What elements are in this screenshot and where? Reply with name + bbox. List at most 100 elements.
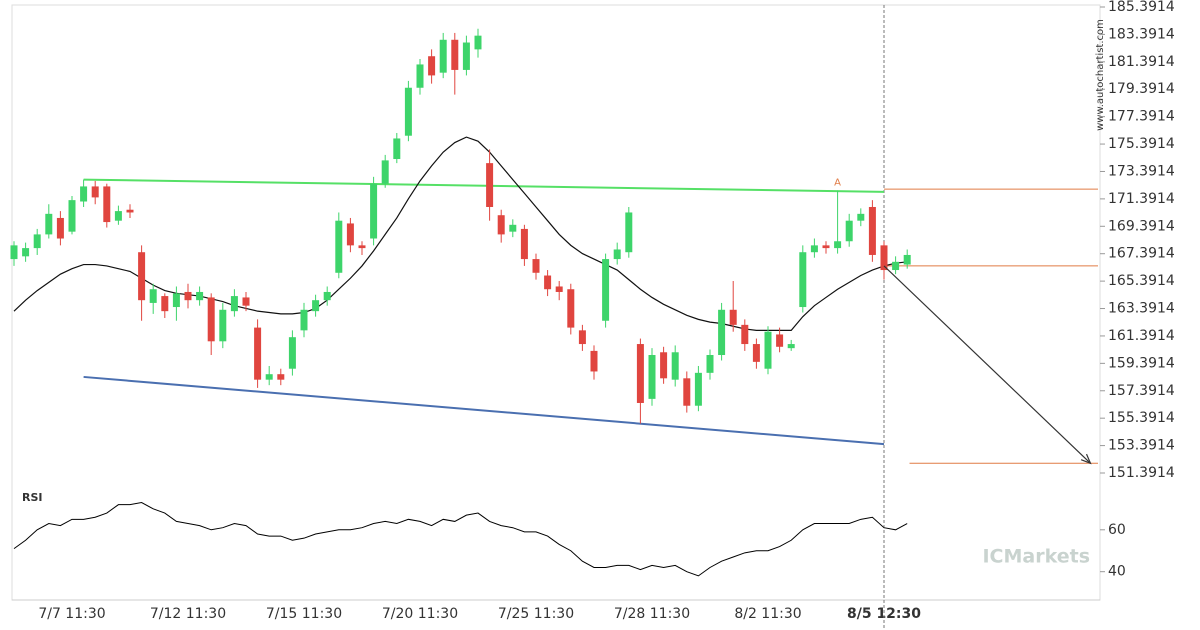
candle-body (370, 183, 378, 239)
candle-body (161, 296, 169, 312)
x-tick-label: 7/12 11:30 (150, 606, 226, 622)
candle-body (544, 275, 552, 290)
y-tick-label: 163.3914 (1108, 301, 1175, 317)
y-tick-label: 155.3914 (1108, 410, 1175, 426)
candle-body (845, 220, 853, 242)
y-tick-label: 185.3914 (1108, 0, 1175, 15)
candle-body (625, 212, 633, 253)
y-tick-label: 175.3914 (1108, 136, 1175, 152)
candle-body (149, 289, 157, 303)
y-tick-label: 165.3914 (1108, 273, 1175, 289)
candle-body (346, 223, 354, 246)
candle-body (254, 327, 262, 380)
y-tick-label: 161.3914 (1108, 328, 1175, 344)
x-tick-label: 7/28 11:30 (614, 606, 690, 622)
candle-body (822, 245, 830, 249)
candle-body (33, 234, 41, 249)
candle-body (520, 228, 528, 260)
y-tick-label: 40 (1108, 564, 1126, 580)
candle-body (80, 186, 88, 202)
candle-body (323, 291, 331, 301)
candle-body (636, 344, 644, 403)
y-tick-label: 151.3914 (1108, 465, 1175, 481)
candle-body (428, 56, 436, 76)
y-tick-label: 177.3914 (1108, 109, 1175, 125)
candle-body (45, 213, 53, 235)
candle-body (393, 138, 401, 160)
candle-body (474, 35, 482, 50)
candle-body (207, 297, 215, 342)
projection-arrow (883, 265, 1091, 464)
candle-body (694, 372, 702, 406)
candle-body (509, 224, 517, 232)
candle-body (764, 331, 772, 369)
candle-body (288, 337, 296, 369)
candle-body (91, 186, 99, 198)
annotation: A (834, 177, 841, 188)
candle-body (648, 355, 656, 399)
resistance-line (83, 178, 885, 193)
candle-body (532, 259, 540, 273)
candle-body (300, 309, 308, 331)
candle-body (462, 42, 470, 70)
candle-body (706, 355, 714, 373)
candle-body (834, 241, 842, 249)
x-tick-label: 7/20 11:30 (382, 606, 458, 622)
y-tick-label: 183.3914 (1108, 26, 1175, 42)
y-tick-label: 171.3914 (1108, 191, 1175, 207)
candle-body (880, 245, 888, 271)
candle-body (486, 163, 494, 207)
x-tick-label: 8/2 11:30 (734, 606, 801, 622)
candle-body (242, 297, 250, 306)
support-line (83, 375, 885, 446)
candle-body (312, 300, 320, 312)
plot-frame (11, 4, 1101, 601)
y-tick-label: 159.3914 (1108, 355, 1175, 371)
candle-body (718, 309, 726, 356)
candle-body (787, 344, 795, 349)
rsi-title: RSI (22, 491, 43, 504)
arrow-head (1080, 453, 1092, 465)
x-tick-label: 7/15 11:30 (266, 606, 342, 622)
candle-body (335, 220, 343, 273)
candle-body (810, 245, 818, 253)
candle-body (126, 209, 134, 213)
candle-body (555, 286, 563, 292)
candle-body (68, 200, 76, 232)
candle-body (219, 309, 227, 342)
candle-body (56, 217, 64, 239)
y-tick-label: 181.3914 (1108, 54, 1175, 70)
candle-body (230, 296, 238, 312)
candle-body (892, 261, 900, 271)
candle-body (660, 352, 668, 379)
candle-body (868, 206, 876, 255)
candle-body (138, 252, 146, 301)
candle-body (799, 252, 807, 308)
candle-body (103, 186, 111, 223)
y-tick-label: 157.3914 (1108, 383, 1175, 399)
y-tick-label: 179.3914 (1108, 81, 1175, 97)
y-tick-label: 60 (1108, 522, 1126, 538)
candle-body (590, 350, 598, 372)
candle-body (903, 254, 911, 265)
candle-body (381, 160, 389, 184)
candle-body (776, 334, 784, 347)
candle-body (22, 248, 30, 257)
moving-average (13, 136, 908, 331)
logo: ICMarkets (982, 546, 1090, 568)
y-tick-label: 153.3914 (1108, 438, 1175, 454)
x-tick-label: 8/5 12:30 (847, 606, 921, 622)
x-tick-label: 7/7 11:30 (38, 606, 105, 622)
candle-body (277, 374, 285, 380)
candle-body (613, 249, 621, 260)
rsi-line (13, 502, 908, 577)
y-tick-label: 173.3914 (1108, 163, 1175, 179)
candle-body (741, 324, 749, 345)
candle-body (265, 374, 273, 380)
candle-body (729, 309, 737, 325)
candle-body (497, 215, 505, 235)
candle-body (683, 378, 691, 406)
watermark: www.autochartist.com (1095, 19, 1106, 131)
candle-body (172, 293, 180, 308)
